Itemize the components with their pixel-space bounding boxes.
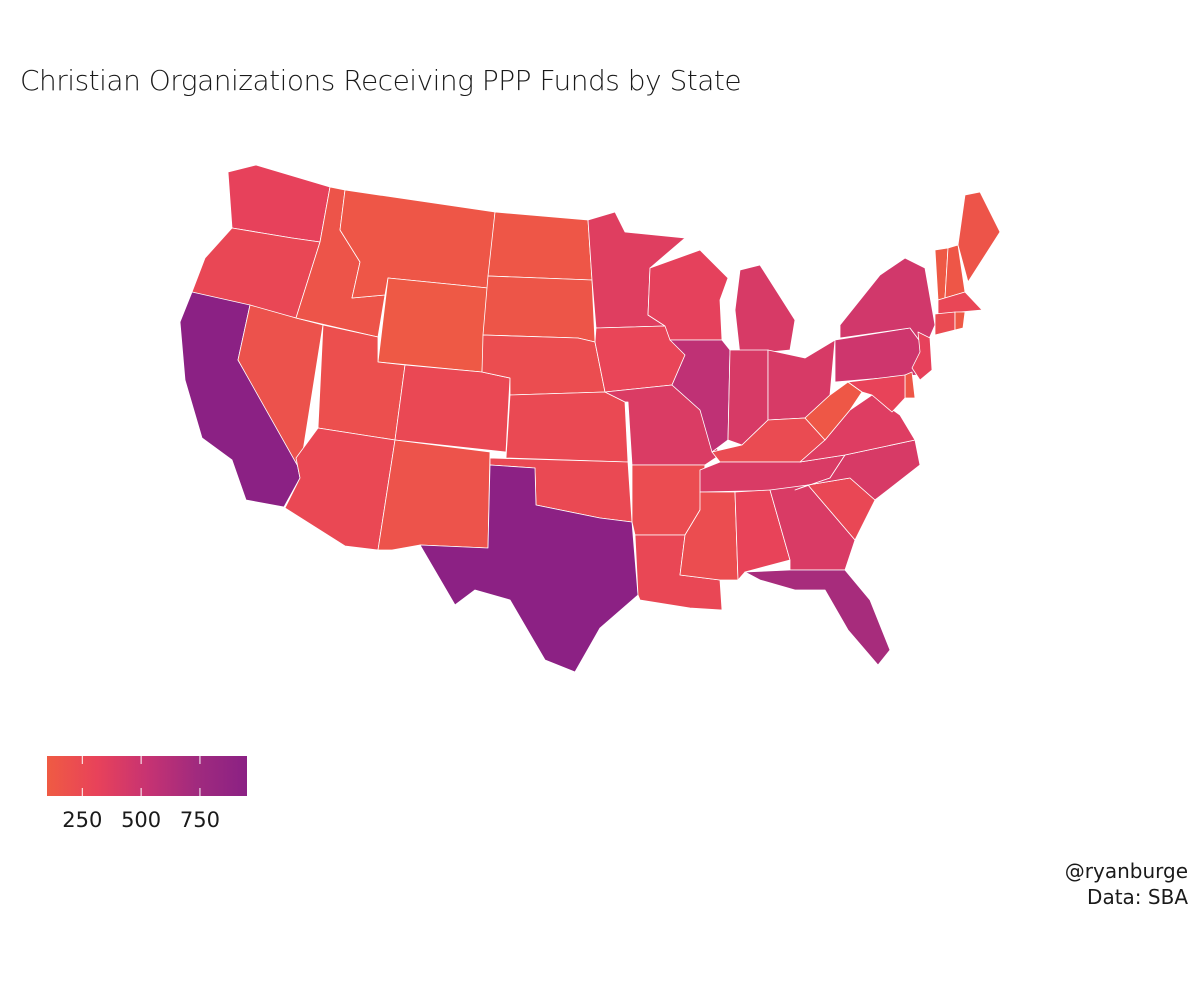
state-wy bbox=[377, 277, 489, 373]
state-me bbox=[957, 191, 1001, 283]
legend-label-750: 750 bbox=[179, 808, 220, 832]
state-nc bbox=[794, 439, 921, 501]
chart-title: Christian Organizations Receiving PPP Fu… bbox=[20, 64, 742, 97]
state-md bbox=[847, 374, 906, 413]
legend-label-500: 500 bbox=[121, 808, 162, 832]
state-nm bbox=[377, 439, 491, 551]
caption-author: @ryanburge bbox=[1064, 859, 1188, 883]
state-nd bbox=[487, 211, 593, 281]
state-tx bbox=[419, 464, 639, 673]
caption: @ryanburge Data: SBA bbox=[1065, 858, 1188, 910]
state-mi bbox=[734, 264, 796, 356]
state-fl bbox=[744, 569, 891, 666]
state-de bbox=[904, 371, 916, 399]
state-co bbox=[394, 364, 511, 453]
caption-source: Data: SBA bbox=[1087, 885, 1188, 909]
color-legend: 250 500 750 bbox=[47, 756, 247, 856]
state-ri bbox=[954, 311, 966, 331]
state-ks bbox=[505, 391, 629, 463]
legend-label-250: 250 bbox=[62, 808, 103, 832]
state-nj bbox=[911, 331, 933, 381]
states-group bbox=[179, 164, 1001, 673]
state-ma bbox=[937, 291, 983, 315]
state-sd bbox=[482, 275, 596, 343]
state-ct bbox=[934, 311, 956, 336]
legend-gradient-bar bbox=[47, 756, 247, 796]
state-nv bbox=[237, 304, 324, 471]
